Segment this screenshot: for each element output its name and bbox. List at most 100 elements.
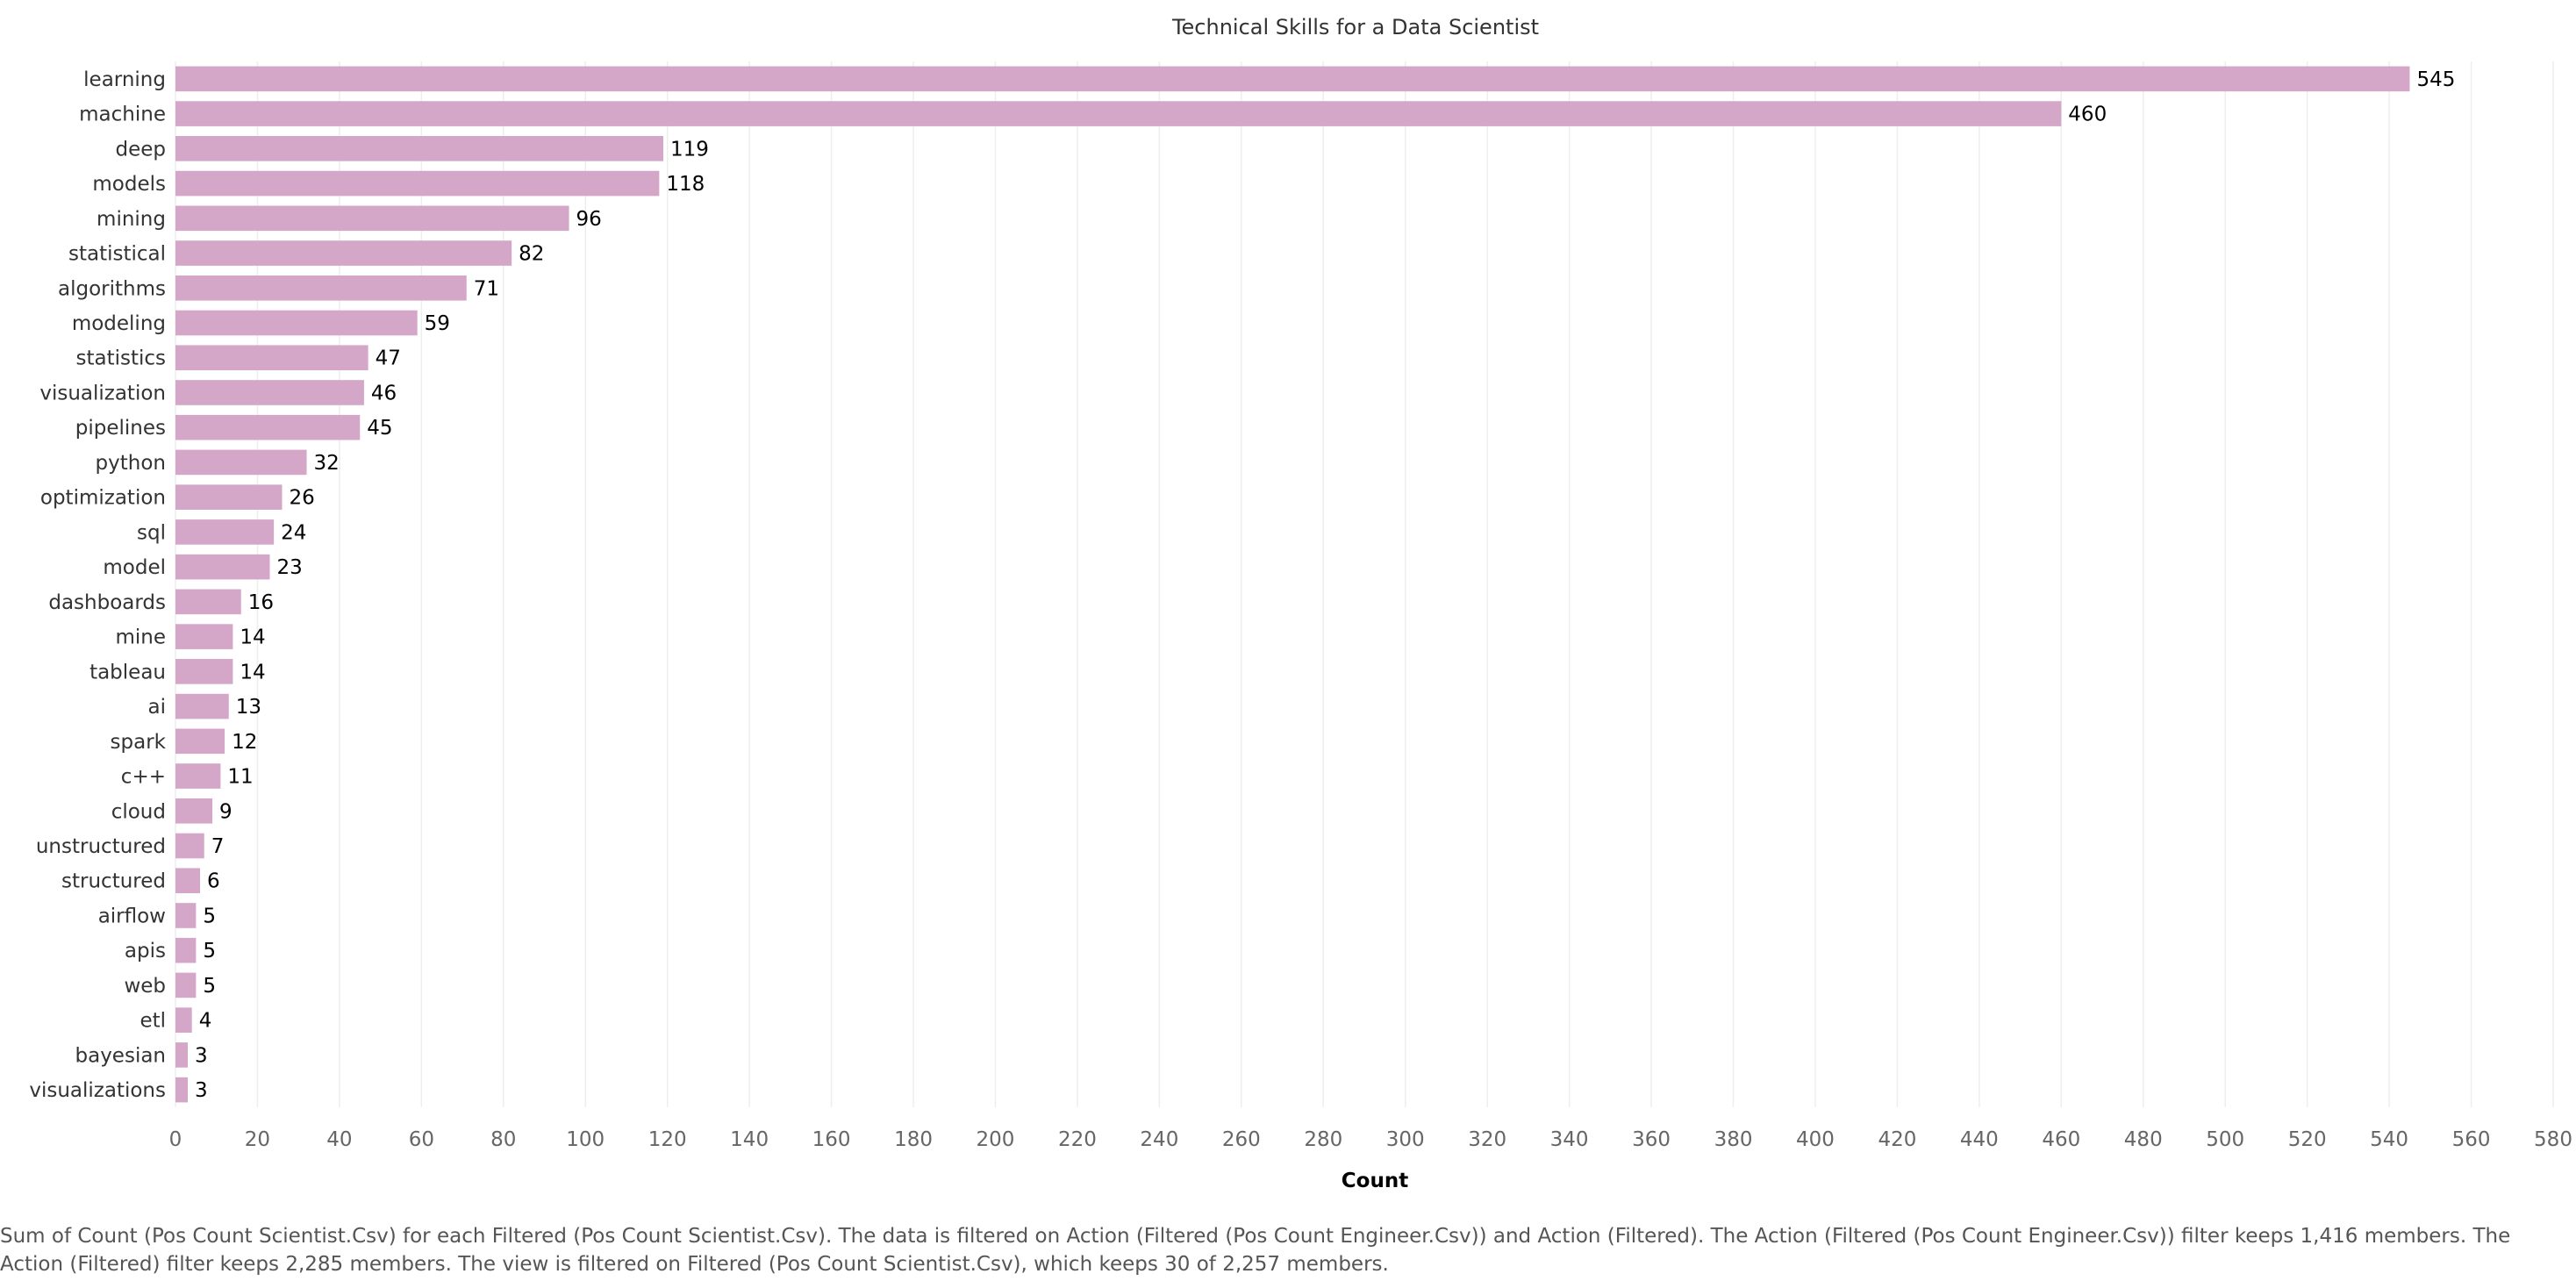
chart-title: Technical Skills for a Data Scientist <box>1171 15 1539 39</box>
value-label: 6 <box>207 870 220 893</box>
bars <box>175 66 2410 1103</box>
value-label: 4 <box>199 1010 212 1033</box>
x-tick-label: 480 <box>2124 1128 2163 1151</box>
bar[interactable] <box>175 798 213 824</box>
bar[interactable] <box>175 624 233 649</box>
value-label: 5 <box>203 905 216 927</box>
value-labels: 5454601191189682715947464532262423161414… <box>195 68 2455 1102</box>
value-label: 16 <box>248 591 274 614</box>
value-label: 3 <box>195 1079 208 1102</box>
value-label: 47 <box>376 347 401 370</box>
category-label: models <box>92 173 166 196</box>
category-label: machine <box>79 104 166 126</box>
x-tick-label: 400 <box>1796 1128 1835 1151</box>
bar[interactable] <box>175 136 664 161</box>
bar[interactable] <box>175 66 2410 92</box>
category-label: visualization <box>39 382 166 404</box>
category-label: algorithms <box>58 277 166 300</box>
bar[interactable] <box>175 205 569 232</box>
bar[interactable] <box>175 693 229 719</box>
value-label: 24 <box>281 521 306 544</box>
x-tick-label: 60 <box>409 1128 434 1151</box>
x-axis-title: Count <box>1342 1170 1408 1192</box>
bar[interactable] <box>175 659 233 684</box>
value-label: 5 <box>203 940 216 963</box>
category-label: airflow <box>98 905 166 927</box>
category-label: pipelines <box>75 417 166 440</box>
value-label: 96 <box>576 208 602 231</box>
category-label: ai <box>148 696 166 719</box>
category-label: visualizations <box>29 1079 166 1102</box>
bar[interactable] <box>175 763 221 789</box>
x-axis-ticks: 0 20 40 60 80 100 120 140 160 180 200 220 240 260 280 3… <box>169 1128 2572 1151</box>
x-tick-label: 420 <box>1878 1128 1916 1151</box>
bar[interactable] <box>175 589 241 615</box>
category-label: tableau <box>89 661 166 683</box>
bar[interactable] <box>175 449 307 476</box>
bar[interactable] <box>175 345 369 371</box>
bar[interactable] <box>175 868 201 894</box>
bar[interactable] <box>175 240 512 266</box>
value-label: 119 <box>670 138 709 161</box>
bar[interactable] <box>175 414 361 440</box>
bar-chart: Technical Skills for a Data Scientist le… <box>29 15 2572 1192</box>
category-label: structured <box>61 870 166 893</box>
bar[interactable] <box>175 484 283 510</box>
bar[interactable] <box>175 310 418 336</box>
category-label: apis <box>125 940 166 963</box>
bar[interactable] <box>175 101 2062 126</box>
x-tick-label: 220 <box>1058 1128 1097 1151</box>
value-label: 45 <box>367 417 392 440</box>
value-label: 545 <box>2416 68 2455 91</box>
x-tick-label: 100 <box>566 1128 605 1151</box>
bar[interactable] <box>175 170 660 197</box>
x-tick-label: 320 <box>1468 1128 1506 1151</box>
x-tick-label: 360 <box>1632 1128 1671 1151</box>
x-tick-label: 580 <box>2534 1128 2572 1151</box>
bar[interactable] <box>175 728 225 755</box>
chart-caption: Sum of Count (Pos Count Scientist.Csv) f… <box>0 1225 2511 1276</box>
category-labels: learning machine deep models mining statistic… <box>29 68 166 1102</box>
value-label: 7 <box>211 835 225 858</box>
category-label: c++ <box>121 766 166 789</box>
x-tick-label: 520 <box>2288 1128 2327 1151</box>
bar[interactable] <box>175 903 197 928</box>
value-label: 59 <box>425 312 450 335</box>
bar[interactable] <box>175 519 275 545</box>
category-label: statistical <box>68 243 166 266</box>
x-tick-label: 80 <box>490 1128 516 1151</box>
value-label: 46 <box>371 382 397 404</box>
value-label: 12 <box>232 731 257 754</box>
x-tick-label: 280 <box>1304 1128 1342 1151</box>
value-label: 11 <box>227 766 253 789</box>
bar[interactable] <box>175 380 364 405</box>
bar[interactable] <box>175 554 270 580</box>
bar[interactable] <box>175 937 197 963</box>
bar[interactable] <box>175 1007 192 1033</box>
bar[interactable] <box>175 833 204 859</box>
category-label: spark <box>111 731 167 754</box>
x-tick-label: 460 <box>2042 1128 2080 1151</box>
value-label: 460 <box>2068 104 2107 126</box>
x-tick-label: 540 <box>2370 1128 2408 1151</box>
bar[interactable] <box>175 972 197 998</box>
category-label: web <box>124 975 166 998</box>
x-tick-label: 300 <box>1386 1128 1425 1151</box>
bar[interactable] <box>175 1042 189 1068</box>
value-label: 71 <box>474 277 499 300</box>
bar[interactable] <box>175 275 467 301</box>
value-label: 5 <box>203 975 216 998</box>
value-label: 32 <box>314 452 340 475</box>
category-label: bayesian <box>75 1044 167 1067</box>
category-label: modeling <box>72 312 166 335</box>
x-tick-label: 440 <box>1960 1128 1999 1151</box>
bar[interactable] <box>175 1077 189 1103</box>
value-label: 23 <box>276 556 302 579</box>
x-tick-label: 260 <box>1222 1128 1261 1151</box>
x-tick-label: 560 <box>2452 1128 2491 1151</box>
x-tick-label: 380 <box>1714 1128 1753 1151</box>
value-label: 9 <box>219 800 233 823</box>
x-tick-label: 0 <box>169 1128 182 1151</box>
x-tick-label: 500 <box>2206 1128 2244 1151</box>
x-tick-label: 240 <box>1140 1128 1178 1151</box>
